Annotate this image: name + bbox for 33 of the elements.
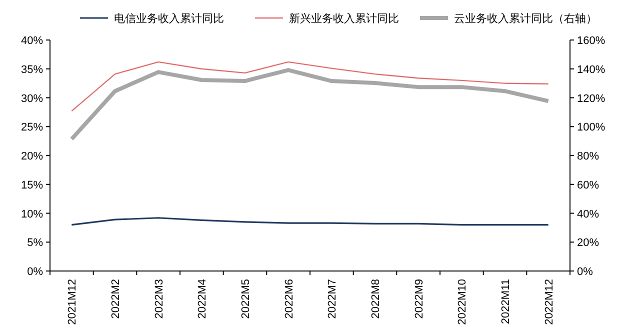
x-tick-label: 2022M12 bbox=[543, 279, 556, 325]
y-tick-label: 15% bbox=[20, 179, 44, 192]
legend-label: 云业务收入累计同比（右轴） bbox=[454, 12, 597, 25]
legend-label: 新兴业务收入累计同比 bbox=[289, 12, 399, 25]
y-tick-label: 5% bbox=[27, 237, 44, 250]
x-tick-label: 2022M3 bbox=[153, 279, 166, 319]
x-tick-label: 2022M10 bbox=[456, 279, 469, 325]
y2-tick-label: 120% bbox=[577, 92, 606, 105]
x-tick-label: 2022M8 bbox=[370, 279, 382, 319]
x-tick-label: 2022M4 bbox=[196, 279, 209, 319]
x-tick-label: 2022M2 bbox=[110, 279, 122, 319]
x-tick-label: 2022M9 bbox=[413, 279, 426, 319]
x-tick-label: 2022M11 bbox=[500, 279, 512, 324]
y2-tick-label: 20% bbox=[577, 237, 600, 250]
y2-tick-label: 100% bbox=[577, 122, 606, 134]
y2-tick-label: 140% bbox=[577, 64, 606, 76]
x-tick-label: 2022M5 bbox=[240, 279, 252, 319]
y-tick-label: 35% bbox=[20, 64, 44, 76]
legend-label: 电信业务收入累计同比 bbox=[114, 12, 224, 25]
x-tick-label: 2021M12 bbox=[66, 279, 79, 325]
y-tick-label: 40% bbox=[20, 35, 44, 47]
y-tick-label: 25% bbox=[20, 122, 44, 134]
y2-tick-label: 80% bbox=[577, 150, 600, 162]
y2-tick-label: 160% bbox=[577, 35, 606, 47]
y-tick-label: 0% bbox=[27, 266, 44, 278]
y-tick-label: 20% bbox=[20, 150, 44, 162]
y2-tick-label: 0% bbox=[577, 266, 594, 278]
y-tick-label: 30% bbox=[20, 92, 44, 105]
x-tick-label: 2022M6 bbox=[283, 279, 296, 319]
y2-tick-label: 40% bbox=[577, 208, 600, 220]
y2-tick-label: 60% bbox=[577, 179, 600, 192]
x-tick-label: 2022M7 bbox=[326, 279, 339, 319]
y-tick-label: 10% bbox=[20, 208, 44, 220]
